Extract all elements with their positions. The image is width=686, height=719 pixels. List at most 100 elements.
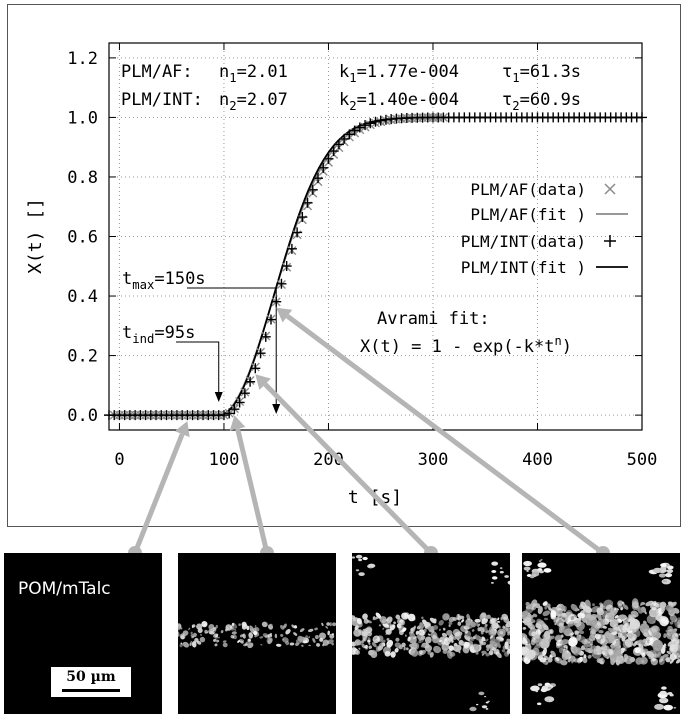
- crystal-spot: [316, 642, 321, 647]
- crystal-spot: [199, 636, 206, 643]
- crystal-spot: [370, 650, 378, 656]
- crystal-spot: [249, 625, 254, 630]
- crystal-spot: [528, 603, 533, 610]
- crystal-spot: [393, 621, 396, 625]
- x-tick-label: 400: [522, 450, 553, 470]
- crystal-spot: [499, 567, 503, 569]
- y-tick-label: 0.2: [67, 347, 98, 367]
- crystal-spot: [420, 635, 426, 640]
- crystal-spot: [368, 645, 372, 649]
- crystal-spot: [663, 633, 667, 638]
- crystal-spot: [554, 634, 562, 641]
- crystal-spot: [623, 622, 629, 628]
- y-tick-label: 1.0: [67, 108, 98, 128]
- crystal-spot: [660, 566, 667, 570]
- crystal-spot: [229, 625, 234, 629]
- crystal-spot: [480, 612, 487, 618]
- param-n-subscript: 1: [229, 71, 236, 85]
- crystal-spot: [561, 651, 568, 658]
- crystal-spot: [439, 628, 441, 631]
- crystal-spot: [494, 628, 497, 631]
- data-point-int: [318, 162, 329, 173]
- crystal-spot: [527, 659, 531, 664]
- crystal-spot: [539, 638, 550, 649]
- crystal-spot: [654, 703, 665, 710]
- crystal-spot: [550, 610, 557, 618]
- crystal-spot: [574, 630, 580, 635]
- crystal-spot: [269, 623, 273, 628]
- crystal-spot: [527, 622, 536, 630]
- crystal-spot: [474, 635, 482, 641]
- data-point-int: [365, 118, 376, 129]
- crystal-spot: [429, 652, 434, 658]
- crystal-spot: [582, 605, 593, 613]
- crystal-spot: [546, 700, 550, 702]
- data-point-int: [276, 278, 287, 289]
- crystal-spot: [537, 683, 543, 687]
- crystal-spot: [382, 623, 390, 628]
- crystal-spot: [481, 650, 487, 655]
- crystal-spot: [622, 601, 625, 605]
- crystal-spot: [420, 643, 426, 648]
- data-point-int: [333, 139, 344, 150]
- crystal-spot: [247, 638, 252, 643]
- crystal-spot: [458, 639, 464, 646]
- tind-label-value: =95s: [154, 323, 195, 343]
- crystal-spot: [522, 620, 525, 623]
- crystal-spot: [643, 643, 647, 647]
- avrami-formula-main: X(t) = 1 - exp(-k*t: [360, 337, 554, 357]
- crystal-spot: [540, 688, 548, 693]
- crystal-spot: [490, 582, 494, 584]
- crystal-spot: [280, 633, 284, 637]
- param-k-value: =1.40e-004: [357, 90, 459, 110]
- crystal-spot: [442, 648, 448, 654]
- y-axis-label: X(t) []: [25, 198, 46, 274]
- crystal-spot: [581, 656, 588, 664]
- tmax-label-subscript: max: [132, 278, 154, 292]
- crystal-spot: [332, 622, 336, 627]
- crystal-spot: [484, 696, 487, 698]
- crystal-spot: [465, 623, 470, 629]
- crystal-spot: [424, 636, 432, 644]
- crystal-spot: [448, 645, 454, 651]
- param-k-subscript: 2: [349, 99, 356, 113]
- crystal-spot: [538, 560, 542, 562]
- crystal-spot: [567, 659, 571, 663]
- crystal-spot: [609, 653, 617, 662]
- crystal-spot: [441, 641, 446, 645]
- crystal-spot: [615, 654, 622, 661]
- x-tick-label: 0: [114, 450, 124, 470]
- crystal-spot: [485, 653, 490, 657]
- crystal-spot: [410, 648, 419, 657]
- crystal-spot: [542, 648, 547, 656]
- tind-label: tind=95s: [122, 323, 195, 346]
- crystal-spot: [571, 661, 574, 664]
- param-k-symbol: k: [339, 90, 349, 110]
- crystal-spot: [385, 632, 387, 636]
- crystal-spot: [297, 635, 303, 642]
- crystal-spot: [523, 560, 532, 567]
- crystal-spot: [591, 654, 594, 657]
- connector-arrowhead: [276, 307, 293, 323]
- crystal-spot: [407, 613, 416, 622]
- tmax-label-symbol: t: [122, 269, 132, 289]
- crystal-spot: [425, 621, 428, 625]
- crystal-spot: [616, 616, 621, 620]
- crystal-spot: [672, 607, 680, 614]
- crystal-spot: [448, 621, 453, 625]
- crystal-spot: [362, 613, 368, 620]
- y-tick-label: 0.0: [67, 406, 98, 426]
- crystal-spot: [506, 638, 510, 645]
- avrami-formula: X(t) = 1 - exp(-k*tn): [360, 334, 572, 357]
- crystal-spot: [368, 642, 371, 645]
- crystal-spot: [354, 625, 359, 631]
- crystal-spot: [291, 624, 295, 629]
- crystal-spot: [180, 642, 183, 645]
- crystal-spot: [533, 644, 542, 650]
- crystal-spot: [529, 645, 532, 649]
- crystal-spot: [302, 640, 308, 644]
- data-point-int: [302, 197, 313, 208]
- crystal-spot: [433, 645, 442, 654]
- crystal-spot: [446, 650, 453, 659]
- data-point-int: [245, 376, 256, 387]
